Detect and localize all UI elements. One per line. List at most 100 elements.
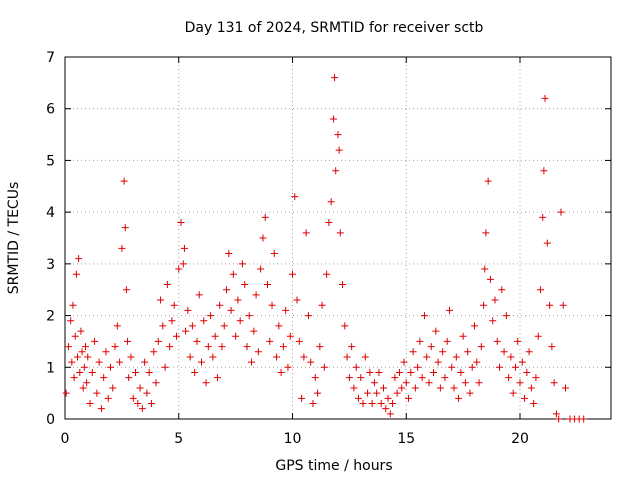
axis-ticks: 0 1 2 3 4 5 6 7 0 5 10 15 20 xyxy=(46,50,611,447)
data-point xyxy=(445,306,453,314)
data-point xyxy=(516,379,524,387)
data-point xyxy=(152,379,160,387)
data-point xyxy=(193,337,201,345)
data-point xyxy=(481,265,489,273)
data-point xyxy=(425,379,433,387)
data-point xyxy=(311,374,319,382)
data-point xyxy=(268,301,276,309)
data-point xyxy=(254,348,262,356)
chart-title: Day 131 of 2024, SRMTID for receiver sct… xyxy=(185,20,484,36)
data-point xyxy=(213,374,221,382)
data-point xyxy=(69,301,77,309)
data-point xyxy=(493,337,501,345)
data-point xyxy=(216,301,224,309)
data-point xyxy=(489,317,497,325)
data-point xyxy=(150,348,158,356)
data-point xyxy=(405,394,413,402)
data-point xyxy=(68,358,76,366)
data-point xyxy=(377,399,385,407)
data-point xyxy=(580,415,588,423)
data-point xyxy=(443,337,451,345)
data-point xyxy=(62,389,70,397)
data-point xyxy=(225,250,233,258)
data-point xyxy=(386,410,394,418)
data-point xyxy=(389,399,397,407)
data-point xyxy=(480,301,488,309)
data-point xyxy=(298,394,306,402)
data-point xyxy=(329,115,337,123)
data-point xyxy=(354,394,362,402)
data-point xyxy=(361,353,369,361)
data-point xyxy=(300,353,308,361)
data-point xyxy=(343,353,351,361)
data-point xyxy=(76,368,84,376)
x-tick-label: 10 xyxy=(284,431,302,447)
data-point xyxy=(229,270,237,278)
data-point xyxy=(335,146,343,154)
data-point xyxy=(270,250,278,258)
data-point xyxy=(64,343,72,351)
data-point xyxy=(309,399,317,407)
data-point xyxy=(202,379,210,387)
data-point xyxy=(78,348,86,356)
data-point xyxy=(541,94,549,102)
data-point xyxy=(341,322,349,330)
data-point xyxy=(232,332,240,340)
data-point xyxy=(418,374,426,382)
x-tick-label: 20 xyxy=(511,431,529,447)
data-point xyxy=(248,358,256,366)
data-point xyxy=(166,343,174,351)
data-point xyxy=(402,379,410,387)
data-point xyxy=(100,374,108,382)
data-point xyxy=(345,374,353,382)
data-point xyxy=(159,322,167,330)
data-point xyxy=(180,244,188,252)
data-point xyxy=(398,384,406,392)
data-point xyxy=(204,343,212,351)
data-point xyxy=(414,363,422,371)
data-point xyxy=(459,332,467,340)
data-point xyxy=(543,239,551,247)
data-point xyxy=(157,296,165,304)
data-point xyxy=(179,260,187,268)
data-point xyxy=(243,343,251,351)
data-point xyxy=(509,389,517,397)
data-point xyxy=(555,415,563,423)
data-point xyxy=(527,384,535,392)
data-point xyxy=(436,384,444,392)
data-point xyxy=(200,317,208,325)
data-point xyxy=(118,244,126,252)
data-point xyxy=(70,374,78,382)
data-point xyxy=(482,229,490,237)
y-tick-label: 3 xyxy=(46,257,55,273)
data-point xyxy=(323,270,331,278)
data-point xyxy=(357,374,365,382)
data-point xyxy=(562,384,569,392)
data-point xyxy=(80,363,88,371)
data-point xyxy=(71,332,79,340)
data-point xyxy=(471,322,478,330)
data-point xyxy=(484,177,492,185)
y-tick-label: 5 xyxy=(46,153,55,169)
data-point xyxy=(220,322,228,330)
data-point xyxy=(163,281,171,289)
data-point xyxy=(95,358,103,366)
data-point xyxy=(334,131,342,139)
data-point xyxy=(336,229,344,237)
data-point xyxy=(427,343,435,351)
data-point xyxy=(236,317,244,325)
data-points xyxy=(62,74,588,423)
y-tick-label: 4 xyxy=(46,205,55,221)
data-point xyxy=(182,327,190,335)
data-point xyxy=(530,399,538,407)
data-point xyxy=(195,291,203,299)
data-point xyxy=(266,337,274,345)
data-point xyxy=(373,389,381,397)
data-point xyxy=(468,363,476,371)
data-point xyxy=(366,368,374,376)
data-point xyxy=(218,343,226,351)
data-point xyxy=(86,399,94,407)
y-tick-label: 7 xyxy=(46,50,55,66)
data-point xyxy=(93,389,101,397)
